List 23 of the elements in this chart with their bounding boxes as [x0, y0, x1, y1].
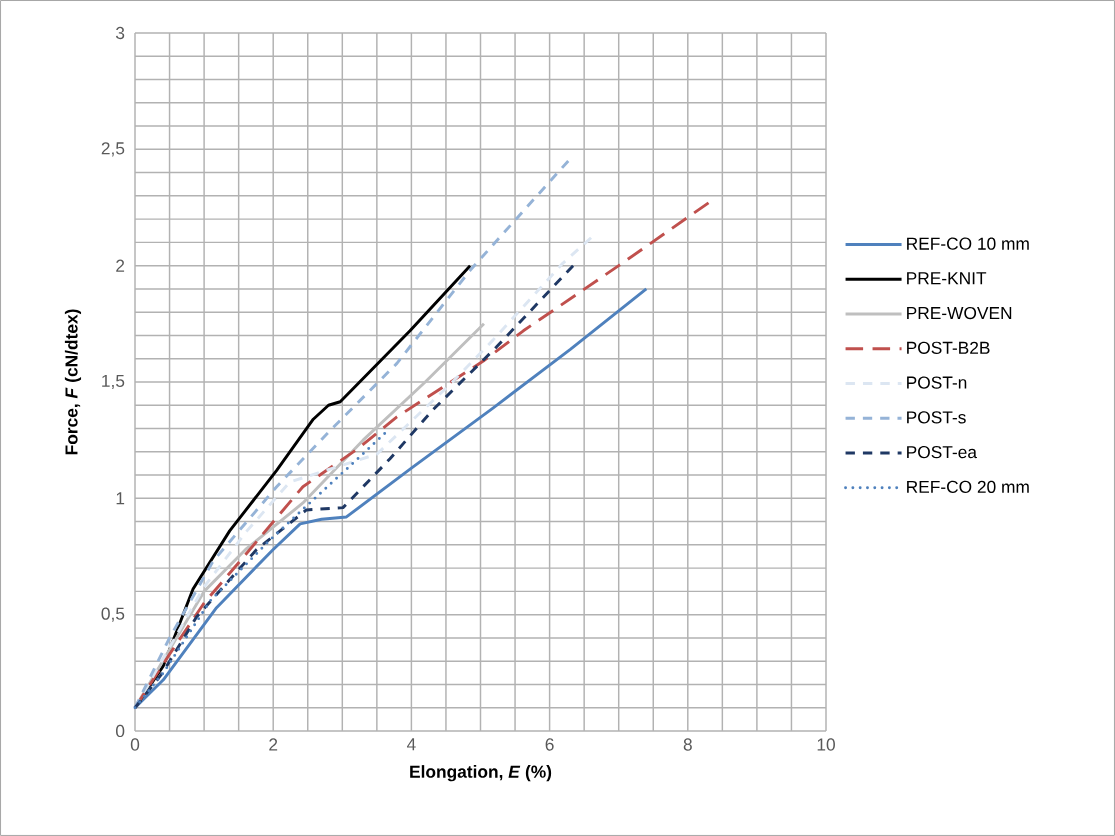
legend-label: POST-B2B — [907, 341, 990, 354]
x-tick-label: 8 — [683, 738, 692, 751]
legend-label: PRE-WOVEN — [907, 306, 1012, 320]
legend-label: REF-CO 20 mm — [907, 480, 1029, 493]
y-tick-label: 1,5 — [102, 374, 125, 390]
y-tick-label: 2 — [116, 259, 125, 272]
x-tick-label: 10 — [817, 738, 835, 751]
x-tick-label: 0 — [130, 738, 140, 751]
x-axis-title: Elongation, E (%) — [410, 765, 552, 782]
x-tick-label: 2 — [269, 738, 278, 751]
y-tick-label: 1 — [116, 492, 125, 505]
y-axis-title: Force, F (cN/dtex) — [64, 309, 82, 455]
legend-label: POST-ea — [907, 445, 977, 459]
y-tick-label: 0 — [115, 724, 125, 738]
y-tick-label: 2,5 — [101, 142, 125, 157]
x-tick-label: 4 — [406, 738, 416, 751]
legend-label: POST-s — [907, 411, 966, 424]
y-tick-label: 3 — [115, 26, 125, 40]
legend-label: POST-n — [907, 376, 967, 389]
legend-label: REF-CO 10 mm — [907, 237, 1029, 250]
y-tick-label: 0,5 — [101, 607, 125, 622]
x-tick-label: 6 — [545, 738, 554, 751]
legend-label: PRE-KNIT — [907, 272, 987, 285]
